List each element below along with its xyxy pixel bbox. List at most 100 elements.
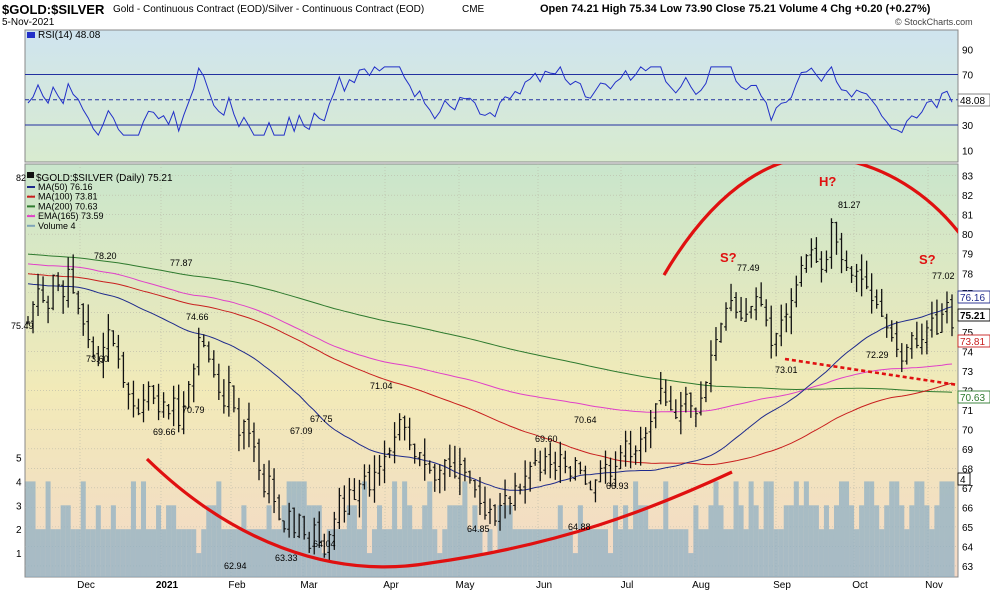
legend-item: MA(200) 70.63	[38, 201, 98, 211]
volume-bar	[582, 529, 588, 577]
volume-bar	[452, 505, 458, 577]
volume-bar	[623, 505, 629, 577]
volume-bar	[828, 529, 834, 577]
time-tick-label: Jul	[621, 580, 634, 591]
volume-bar	[633, 481, 639, 577]
volume-bar	[216, 481, 222, 577]
volume-bar	[382, 529, 388, 577]
volume-bar	[356, 529, 362, 577]
ohlc-readout: Open 74.21 High 75.34 Low 73.90 Close 75…	[540, 3, 931, 15]
volume-bar	[442, 529, 448, 577]
price-label: 64.85	[467, 524, 490, 534]
volume-tick-label: 3	[16, 501, 22, 512]
volume-bar	[80, 481, 86, 577]
price-label: 64.04	[313, 539, 336, 549]
volume-bar	[281, 505, 287, 577]
svg-text:73.81: 73.81	[960, 337, 985, 348]
price-labels: 75.49 78.20 73.60 77.87 74.66 70.79 69.66 62.94…	[11, 200, 955, 571]
price-tick-label: 74	[962, 347, 974, 358]
rsi-panel	[24, 29, 959, 163]
volume-bar	[783, 505, 789, 577]
volume-bar	[608, 553, 614, 577]
time-tick-label: Oct	[852, 580, 868, 591]
volume-bar	[618, 529, 624, 577]
ma200-line	[27, 253, 953, 393]
svg-text:75.21: 75.21	[960, 311, 985, 322]
volume-bar	[587, 529, 593, 577]
head-arc	[662, 164, 958, 276]
volume-bar	[703, 529, 709, 577]
volume-bar	[894, 481, 900, 577]
volume-bar	[130, 481, 136, 577]
volume-bar	[146, 529, 152, 577]
price-tick-label: 63	[962, 562, 974, 573]
volume-bar	[477, 529, 483, 577]
volume-bar	[181, 529, 187, 577]
volume-bar	[271, 529, 277, 577]
volume-tick-label: 2	[16, 525, 22, 536]
price-label: 71.04	[370, 381, 393, 391]
volume-bar	[673, 529, 679, 577]
volume-bar	[602, 529, 609, 577]
volume-bar	[221, 529, 227, 577]
time-tick-label: Apr	[383, 580, 399, 591]
axes: 8382818079787776757473727170696867666564…	[16, 172, 990, 591]
price-legend: 82 $GOLD:$SILVER (Daily) 75.21 MA(50) 76…	[16, 172, 173, 231]
volume-bar	[638, 505, 644, 577]
volume-bar	[105, 529, 111, 577]
volume-bar	[668, 529, 674, 577]
volume-bar	[176, 529, 182, 577]
volume-bar	[567, 529, 573, 577]
ma50-line	[27, 283, 953, 491]
volume-bar	[417, 529, 423, 577]
volume-bar	[166, 505, 172, 577]
price-label: 69.60	[535, 434, 558, 444]
volume-bar	[211, 505, 217, 577]
legend-cut-label: 82	[16, 173, 26, 183]
volume-bar	[85, 529, 91, 577]
volume-bar	[171, 505, 177, 577]
volume-bar	[864, 481, 870, 577]
volume-bar	[793, 481, 799, 577]
rsi-legend: RSI(14) 48.08	[27, 30, 101, 41]
price-tick-label: 80	[962, 230, 974, 241]
volume-bar	[402, 481, 408, 577]
volume-bar	[552, 529, 558, 577]
volume-bar	[592, 529, 598, 577]
price-tick-label: 81	[962, 211, 974, 222]
volume-tick-label: 5	[16, 454, 22, 465]
volume-bar	[643, 505, 649, 577]
time-tick-label: Mar	[300, 580, 318, 591]
volume-bar	[502, 505, 508, 577]
volume-bar	[371, 529, 378, 577]
volume-bar	[939, 481, 945, 577]
svg-text:76.16: 76.16	[960, 293, 985, 304]
volume-bar	[100, 529, 106, 577]
volume-bar	[823, 505, 829, 577]
volume-bar	[818, 529, 824, 577]
value-tag: 4	[957, 472, 971, 486]
volume-bar	[562, 529, 568, 577]
rsi-series	[27, 65, 953, 137]
price-label: 69.66	[153, 427, 176, 437]
volume-bar	[658, 529, 664, 577]
cup-arc	[145, 457, 733, 569]
volume-bar	[934, 505, 940, 577]
rsi-label: RSI(14) 48.08	[38, 30, 101, 41]
volume-bar	[874, 505, 880, 577]
volume-bar	[45, 481, 51, 577]
legend-item: EMA(165) 73.59	[38, 211, 104, 221]
volume-bar	[899, 505, 905, 577]
volume-bar	[256, 529, 262, 577]
volume-bar	[241, 505, 247, 577]
price-label: 73.01	[775, 365, 798, 375]
volume-bar	[889, 481, 895, 577]
svg-text:70.63: 70.63	[960, 393, 985, 404]
volume-bar	[527, 529, 533, 577]
volume-bar	[321, 553, 327, 577]
price-tick-label: 67	[962, 484, 974, 495]
volume-bar	[422, 505, 428, 577]
legend-item: MA(50) 76.16	[38, 182, 93, 192]
volume-bar	[351, 505, 357, 577]
volume-bar	[693, 505, 699, 577]
